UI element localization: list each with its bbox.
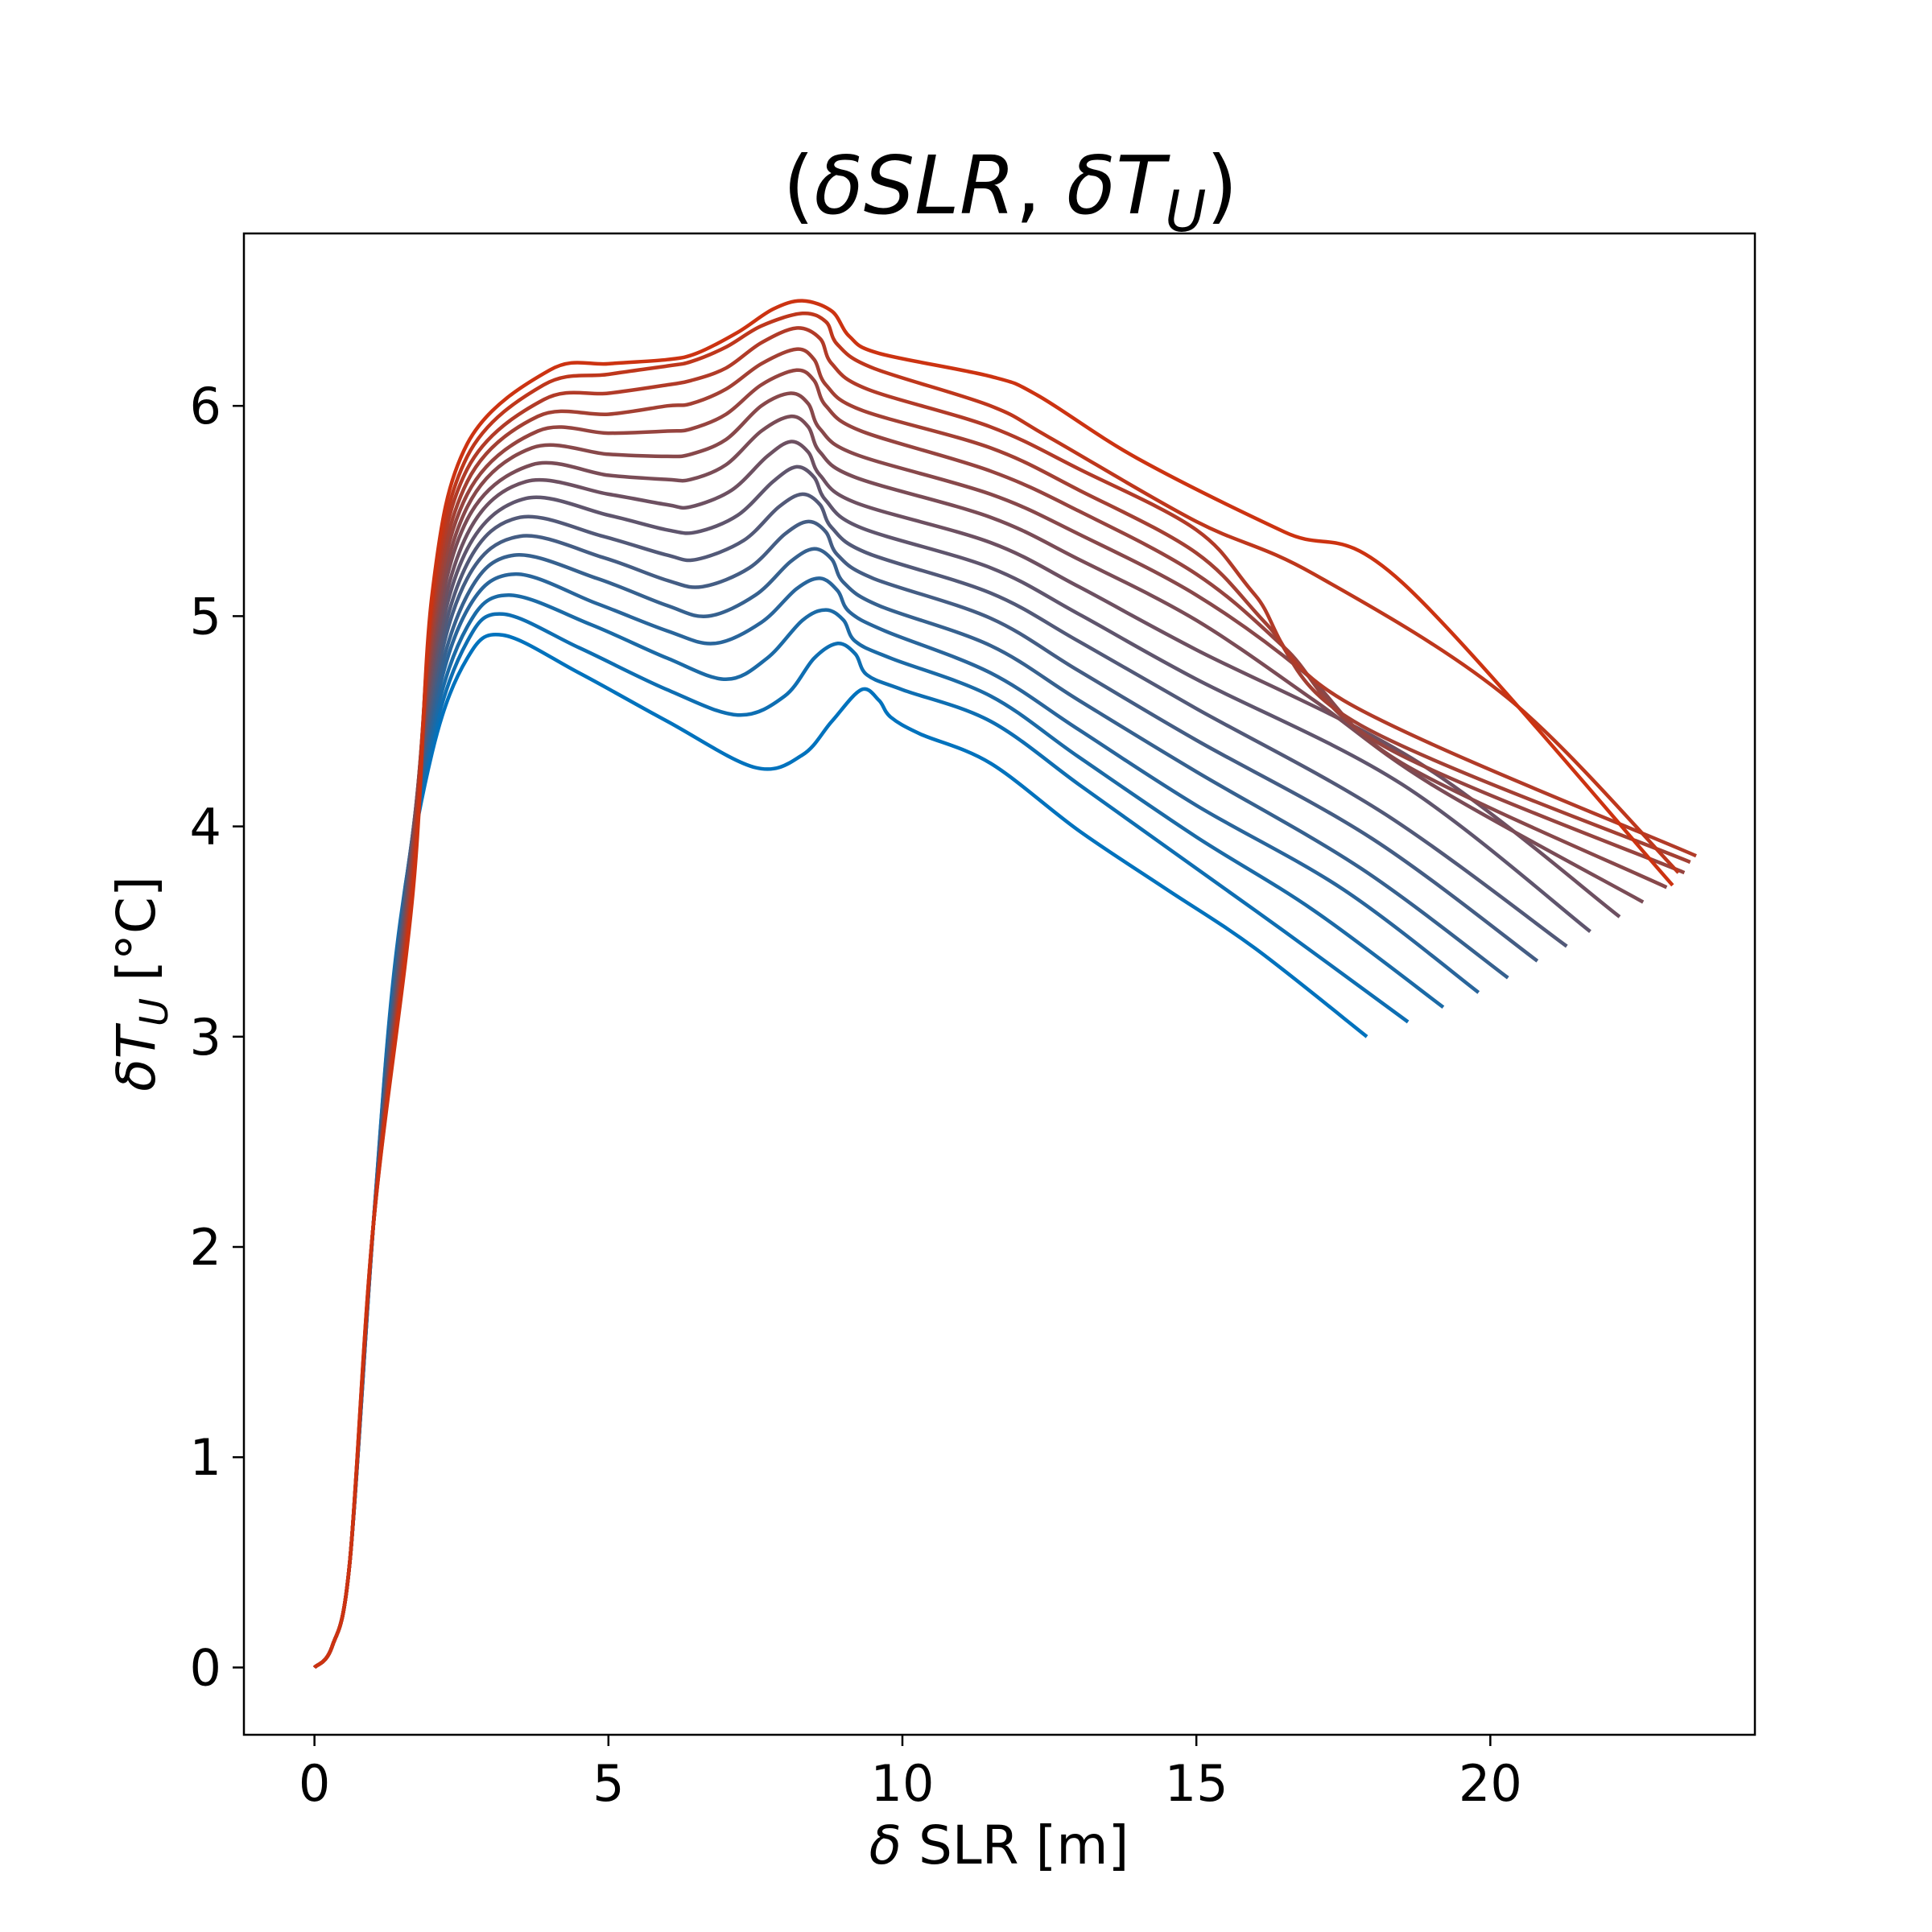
y-tick-label: 0 [190, 1638, 221, 1697]
series-line-4 [312, 572, 1480, 1670]
x-tick-label: 10 [871, 1754, 935, 1813]
series-line-5 [312, 547, 1509, 1670]
series-line-16 [312, 299, 1674, 1670]
series-line-2 [312, 612, 1410, 1670]
x-tick-label: 20 [1459, 1754, 1522, 1813]
y-tick-label: 1 [190, 1428, 221, 1487]
y-axis-ticks: 0 1 2 3 4 5 6 [190, 377, 244, 1697]
plot-frame [242, 232, 1757, 1736]
series-line-10 [312, 414, 1645, 1670]
y-tick-label: 6 [190, 377, 221, 436]
series-line-3 [312, 593, 1445, 1670]
series-line-8 [312, 464, 1591, 1670]
series-line-14 [312, 326, 1697, 1670]
y-axis-label: δTU [°C] [105, 876, 177, 1091]
x-axis-ticks: 0 5 10 15 20 [299, 1735, 1522, 1813]
x-axis-label: δ SLR [m] [869, 1814, 1129, 1876]
y-tick-label: 2 [190, 1218, 221, 1277]
y-tick-label: 4 [190, 798, 221, 857]
series-line-1 [312, 633, 1368, 1670]
plot-lines [312, 299, 1697, 1670]
x-tick-label: 5 [592, 1754, 624, 1813]
series-line-11 [312, 391, 1668, 1670]
x-tick-label: 15 [1165, 1754, 1228, 1813]
y-tick-label: 3 [190, 1008, 221, 1067]
chart-title: (δSLR, δTU) [783, 138, 1238, 245]
series-line-12 [312, 368, 1686, 1670]
series-line-9 [312, 440, 1621, 1670]
series-line-7 [312, 492, 1568, 1670]
series-line-6 [312, 519, 1539, 1670]
y-tick-label: 5 [190, 587, 221, 646]
x-tick-label: 0 [299, 1754, 330, 1813]
